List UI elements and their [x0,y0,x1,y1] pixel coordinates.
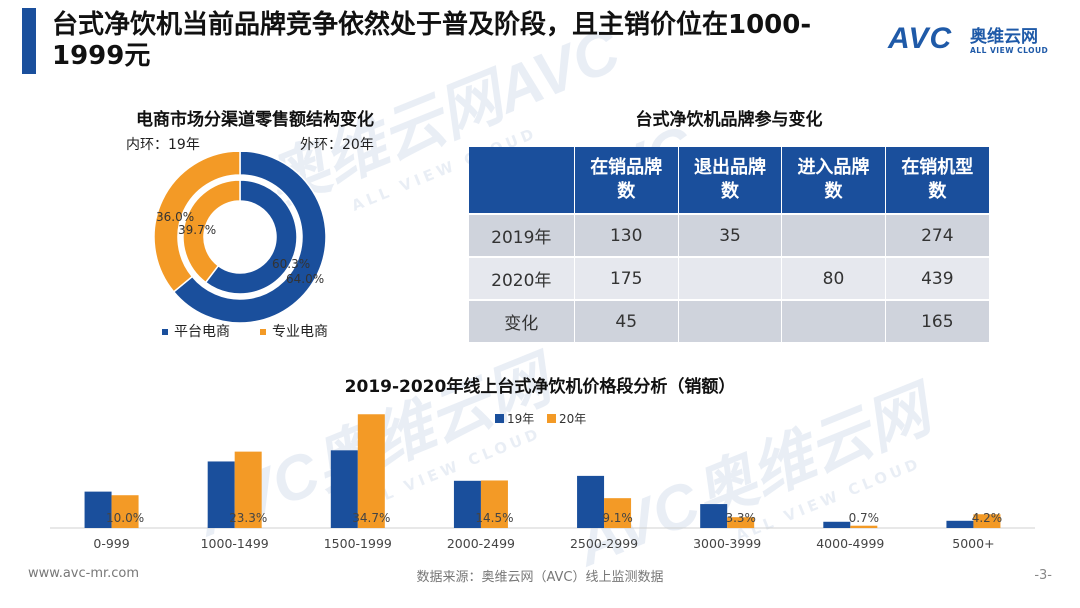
bar-legend-label: 20年 [559,412,586,426]
bar-20-4000-4999 [850,525,878,528]
logo-cn-text: 奥维云网 [970,27,1038,47]
bar-data-label: 4.2% [972,511,1003,525]
legend-swatch [162,329,168,335]
table-cell: 35 [678,213,783,257]
table-header-2: 退出品牌 数 [678,147,783,214]
outer-ring-label: 外环：20年 [300,137,374,153]
table-row: 2019年 130 35 274 [469,213,989,257]
outer-ring-slice-1 [153,152,241,293]
table-title: 台式净饮机品牌参与变化 [635,110,823,130]
bar-20-2500-2999 [604,498,632,528]
table-header-1: 在销品牌 数 [574,147,679,214]
bar-legend-swatch [495,414,504,423]
bar-19-2000-2499 [453,480,481,528]
donut-legend-label: 专业电商 [272,324,328,340]
table-header-3: 进入品牌 数 [781,147,886,214]
x-tick-label: 2500-2999 [570,536,638,551]
x-tick-label: 3000-3999 [693,536,761,551]
table-cell: 439 [885,256,989,300]
x-tick-label: 1000-1499 [201,536,269,551]
bar-data-label: 9.1% [602,511,633,525]
table-cell [781,213,886,257]
bar-20-1000-1499 [234,451,262,528]
bar-data-label: 10.0% [106,511,144,525]
table-cell: 变化 [469,299,575,342]
table-row: 变化 45 165 [469,299,989,342]
table-cell [678,299,783,342]
outer-ring-slice-0 [172,152,327,324]
x-tick-label: 5000+ [952,536,994,551]
bar-20-0-999 [111,495,139,528]
table-row: 2020年 175 80 439 [469,256,989,300]
table-cell: 2020年 [469,256,575,300]
brand-participation-table: 在销品牌 数退出品牌 数进入品牌 数在销机型 数 2019年 130 35 274 20… [469,147,989,342]
table-cell: 274 [885,213,989,257]
bar-20-5000+ [973,514,1001,528]
table-cell: 80 [781,256,886,300]
bar-19-1500-1999 [330,450,358,528]
donut-chart: 64.0% 36.0% 60.3% 39.7% 平台电商 专业电商 [153,152,328,340]
bar-chart-title: 2019-2020年线上台式净饮机价格段分析（销额） [344,377,736,397]
page-title: 台式净饮机当前品牌竞争依然处于普及阶段，且主销价位在1000- 1999元 [52,10,812,71]
bar-19-4000-4999 [823,521,851,528]
inner-ring-slice-1 [182,179,241,284]
bar-20-1500-1999 [357,414,385,528]
bar-20-3000-3999 [727,517,755,528]
donut-legend-label: 平台电商 [174,324,230,340]
x-tick-label: 4000-4999 [816,536,884,551]
bar-19-2500-2999 [577,475,605,528]
legend-swatch [260,329,266,335]
donut-data-label: 60.3% [272,257,310,271]
bar-19-5000+ [946,520,974,528]
table-header-0 [469,147,575,214]
avc-logo: AVC 奥维云网 ALL VIEW CLOUD [888,18,1058,66]
website-url[interactable]: www.avc-mr.com [28,566,140,581]
page-number: -3- [1034,568,1052,583]
title-accent-bar [22,8,36,74]
donut-data-label: 39.7% [178,223,216,237]
table-cell: 45 [574,299,679,342]
table-cell: 165 [885,299,989,342]
table-cell: 130 [574,213,679,257]
inner-ring-slice-0 [204,179,298,295]
bar-19-3000-3999 [700,504,728,528]
price-segment-bar-chart: 19年 20年 10.0% 0-999 23.3% 1000-1499 34.7% 1500-… [50,412,1035,551]
bar-19-0-999 [84,491,112,528]
table-cell: 175 [574,256,679,300]
logo-en-text: ALL VIEW CLOUD [970,46,1049,55]
bar-data-label: 3.3% [725,511,756,525]
bar-19-1000-1499 [207,461,235,528]
inner-ring-label: 内环：19年 [126,137,200,153]
logo-mark: AVC [888,22,953,55]
bar-data-label: 23.3% [229,511,267,525]
data-source: 数据来源：奥维云网（AVC）线上监测数据 [416,570,664,585]
donut-data-label: 36.0% [156,210,194,224]
bar-20-2000-2499 [480,480,508,528]
table-cell [678,256,783,300]
table-header-4: 在销机型 数 [885,147,989,214]
x-tick-label: 2000-2499 [447,536,515,551]
table-cell [781,299,886,342]
bar-legend-label: 19年 [507,412,534,426]
bar-data-label: 14.5% [475,511,513,525]
x-tick-label: 0-999 [93,536,129,551]
donut-data-label: 64.0% [286,272,324,286]
bar-legend-swatch [547,414,556,423]
bar-data-label: 0.7% [849,511,880,525]
x-tick-label: 1500-1999 [324,536,392,551]
table-cell: 2019年 [469,213,575,257]
bar-data-label: 34.7% [352,511,390,525]
donut-chart-title: 电商市场分渠道零售额结构变化 [136,110,374,130]
